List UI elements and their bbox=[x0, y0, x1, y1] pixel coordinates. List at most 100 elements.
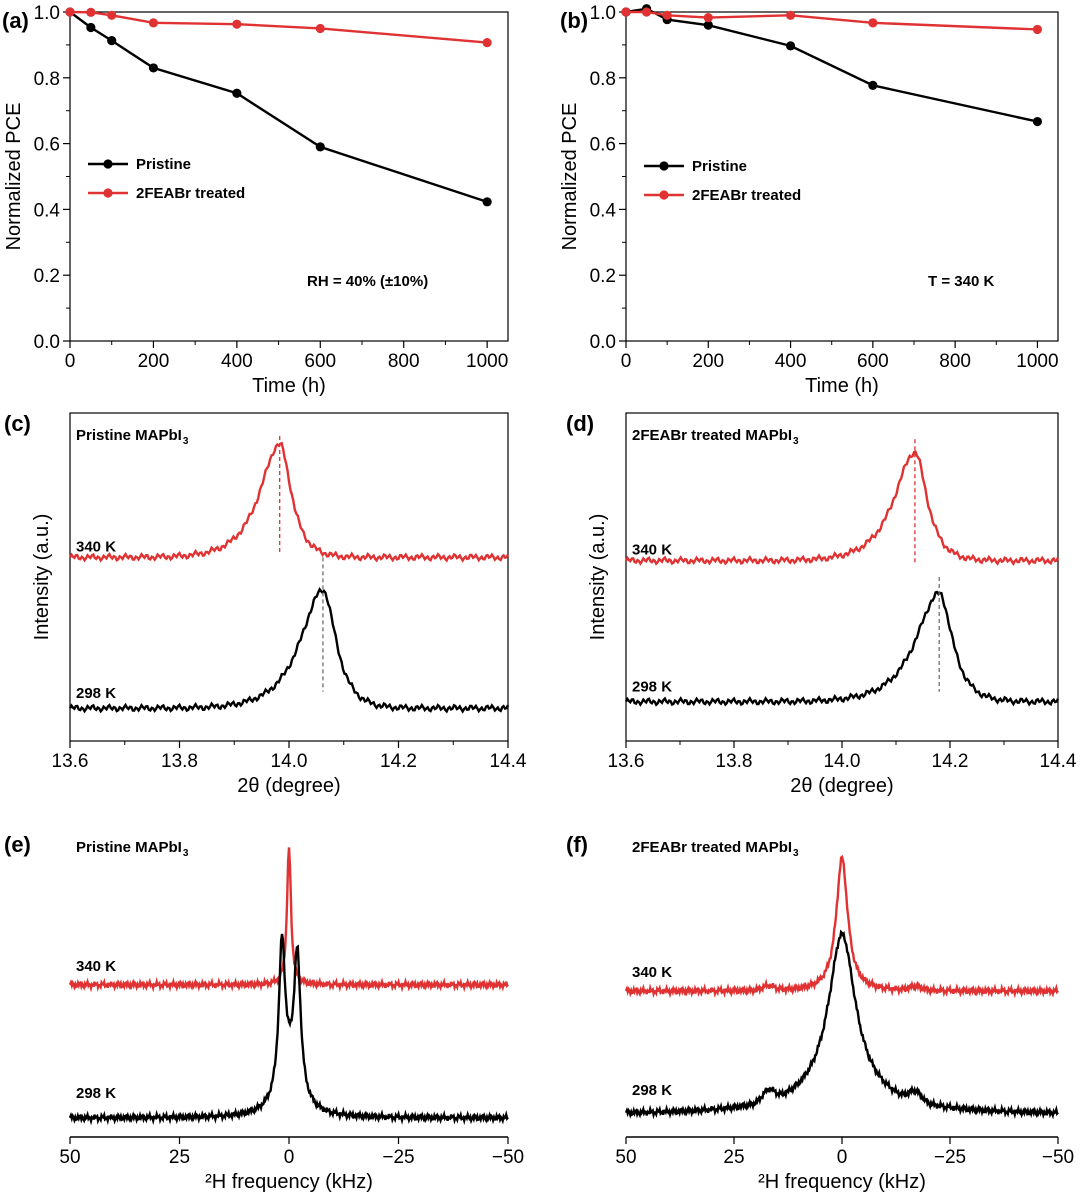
data-point bbox=[232, 19, 242, 29]
plot-title: 2FEABr treated MAPbI bbox=[632, 839, 792, 856]
panel-label: (f) bbox=[566, 832, 588, 857]
x-tick-label: 400 bbox=[775, 351, 807, 372]
legend-swatch-marker bbox=[103, 159, 113, 169]
x-tick-label: 13.8 bbox=[161, 751, 198, 772]
x-tick-label: 1000 bbox=[1016, 351, 1058, 372]
legend-label: 2FEABr treated bbox=[692, 187, 801, 204]
x-tick-label: −25 bbox=[382, 1147, 414, 1168]
x-tick-label: −50 bbox=[1042, 1147, 1074, 1168]
data-point bbox=[662, 10, 672, 20]
x-tick-label: 14.2 bbox=[932, 751, 969, 772]
nmr-spectrum-340k bbox=[624, 854, 1059, 999]
xrd-curve-340k bbox=[68, 441, 510, 563]
curve-label: 298 K bbox=[632, 1082, 672, 1099]
legend-label: Pristine bbox=[692, 158, 747, 175]
data-point bbox=[868, 18, 878, 28]
y-tick-label: 0.4 bbox=[34, 200, 61, 221]
plot-title-subscript: 3 bbox=[793, 848, 799, 859]
x-tick-label: 13.6 bbox=[52, 751, 89, 772]
panel-label: (a) bbox=[2, 8, 29, 33]
x-axis-label: ²H frequency (kHz) bbox=[205, 1171, 373, 1193]
x-axis-label: Time (h) bbox=[252, 375, 326, 397]
curve-label: 340 K bbox=[76, 958, 116, 975]
plot-frame bbox=[625, 412, 1059, 742]
data-point bbox=[232, 88, 242, 98]
xrd-curve-298k bbox=[68, 586, 510, 714]
curve-label: 298 K bbox=[76, 685, 116, 702]
x-axis-label: ²H frequency (kHz) bbox=[758, 1171, 926, 1193]
x-tick-label: 0 bbox=[284, 1147, 295, 1168]
x-tick-label: 14.0 bbox=[271, 751, 308, 772]
x-tick-label: 1000 bbox=[466, 351, 508, 372]
x-tick-label: 14.4 bbox=[490, 751, 527, 772]
x-axis-label: Time (h) bbox=[805, 375, 879, 397]
x-tick-label: −50 bbox=[492, 1147, 524, 1168]
series-line-2feabr bbox=[69, 10, 488, 44]
panel-b: (b) 0 200 400 600 800 1000 Time (h) 0.0 0.2 0.4 0.6… bbox=[559, 3, 1059, 397]
data-point bbox=[65, 7, 75, 17]
series-line-pristine bbox=[69, 11, 488, 203]
x-tick-label: 0 bbox=[621, 351, 632, 372]
data-point bbox=[315, 142, 325, 152]
x-tick-label: 600 bbox=[857, 351, 889, 372]
x-tick-label: 14.2 bbox=[380, 751, 417, 772]
legend-label: 2FEABr treated bbox=[136, 185, 245, 202]
x-tick-label: 25 bbox=[169, 1147, 190, 1168]
curve-label: 340 K bbox=[76, 538, 116, 555]
x-axis-label: 2θ (degree) bbox=[237, 775, 340, 797]
data-point bbox=[868, 80, 878, 90]
panel-label: (d) bbox=[566, 411, 594, 436]
plot-title: 2FEABr treated MAPbI bbox=[632, 427, 792, 444]
x-tick-label: 800 bbox=[388, 351, 420, 372]
panel-d: (d) 13.6 13.8 14.0 14.2 14.4 2θ (degree) Intens… bbox=[566, 411, 1077, 797]
y-axis-label: Intensity (a.u.) bbox=[587, 514, 609, 641]
y-tick-label: 0.8 bbox=[590, 69, 616, 90]
data-point bbox=[703, 12, 713, 23]
annotation-text: T = 340 K bbox=[928, 273, 994, 290]
plot-title: Pristine MAPbI bbox=[76, 427, 182, 444]
x-tick-label: 800 bbox=[939, 351, 971, 372]
data-point bbox=[107, 10, 117, 20]
data-point bbox=[1032, 116, 1043, 127]
y-tick-label: 1.0 bbox=[590, 3, 616, 24]
x-tick-label: 200 bbox=[138, 351, 170, 372]
y-tick-label: 0.2 bbox=[34, 266, 60, 287]
x-tick-label: 600 bbox=[304, 351, 336, 372]
y-axis-label: Intensity (a.u.) bbox=[31, 514, 53, 641]
plot-title-subscript: 3 bbox=[183, 848, 189, 859]
annotation-text: RH = 40% (±10%) bbox=[307, 273, 428, 290]
data-point bbox=[785, 41, 796, 51]
panel-label: (e) bbox=[4, 832, 31, 857]
plot-title: Pristine MAPbI bbox=[76, 839, 182, 856]
y-axis-label: Normalized PCE bbox=[559, 103, 581, 251]
y-tick-label: 0.6 bbox=[590, 135, 616, 156]
curve-label: 340 K bbox=[632, 964, 672, 981]
x-tick-label: 200 bbox=[692, 351, 724, 372]
y-tick-label: 0.6 bbox=[34, 135, 60, 156]
series-line-pristine bbox=[625, 7, 1038, 123]
y-axis-label: Normalized PCE bbox=[3, 103, 25, 251]
data-point bbox=[315, 23, 325, 34]
y-tick-label: 0.2 bbox=[590, 266, 616, 287]
x-tick-label: −25 bbox=[934, 1147, 966, 1168]
nmr-spectrum-298k bbox=[624, 929, 1059, 1120]
data-point bbox=[86, 7, 96, 17]
plot-title-subscript: 3 bbox=[183, 436, 189, 447]
legend-swatch-marker bbox=[659, 161, 669, 171]
x-tick-label: 0 bbox=[65, 351, 76, 372]
data-point bbox=[86, 22, 96, 33]
x-tick-label: 0 bbox=[837, 1147, 848, 1168]
panel-a: (a) 0 200 400 600 800 1000 Time (h) 0.0 0.2 0.4 0.6… bbox=[2, 3, 509, 397]
x-tick-label: 14.4 bbox=[1040, 751, 1077, 772]
y-tick-label: 1.0 bbox=[34, 3, 60, 24]
plot-frame bbox=[69, 412, 509, 742]
legend-swatch-marker bbox=[103, 188, 113, 198]
y-tick-label: 0.0 bbox=[34, 332, 60, 353]
y-tick-label: 0.4 bbox=[590, 200, 617, 221]
panel-e: (e) 50 25 0 −25 −50 ²H frequency (kHz) Pristine… bbox=[4, 832, 524, 1193]
plot-frame bbox=[69, 11, 509, 342]
x-tick-label: 50 bbox=[59, 1147, 80, 1168]
series-line-2feabr bbox=[626, 10, 1038, 31]
y-tick-label: 0.8 bbox=[34, 69, 60, 90]
xrd-curve-340k bbox=[624, 450, 1060, 566]
